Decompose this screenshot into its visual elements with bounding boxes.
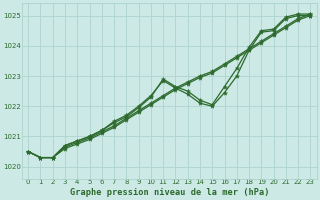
X-axis label: Graphe pression niveau de la mer (hPa): Graphe pression niveau de la mer (hPa) — [69, 188, 269, 197]
